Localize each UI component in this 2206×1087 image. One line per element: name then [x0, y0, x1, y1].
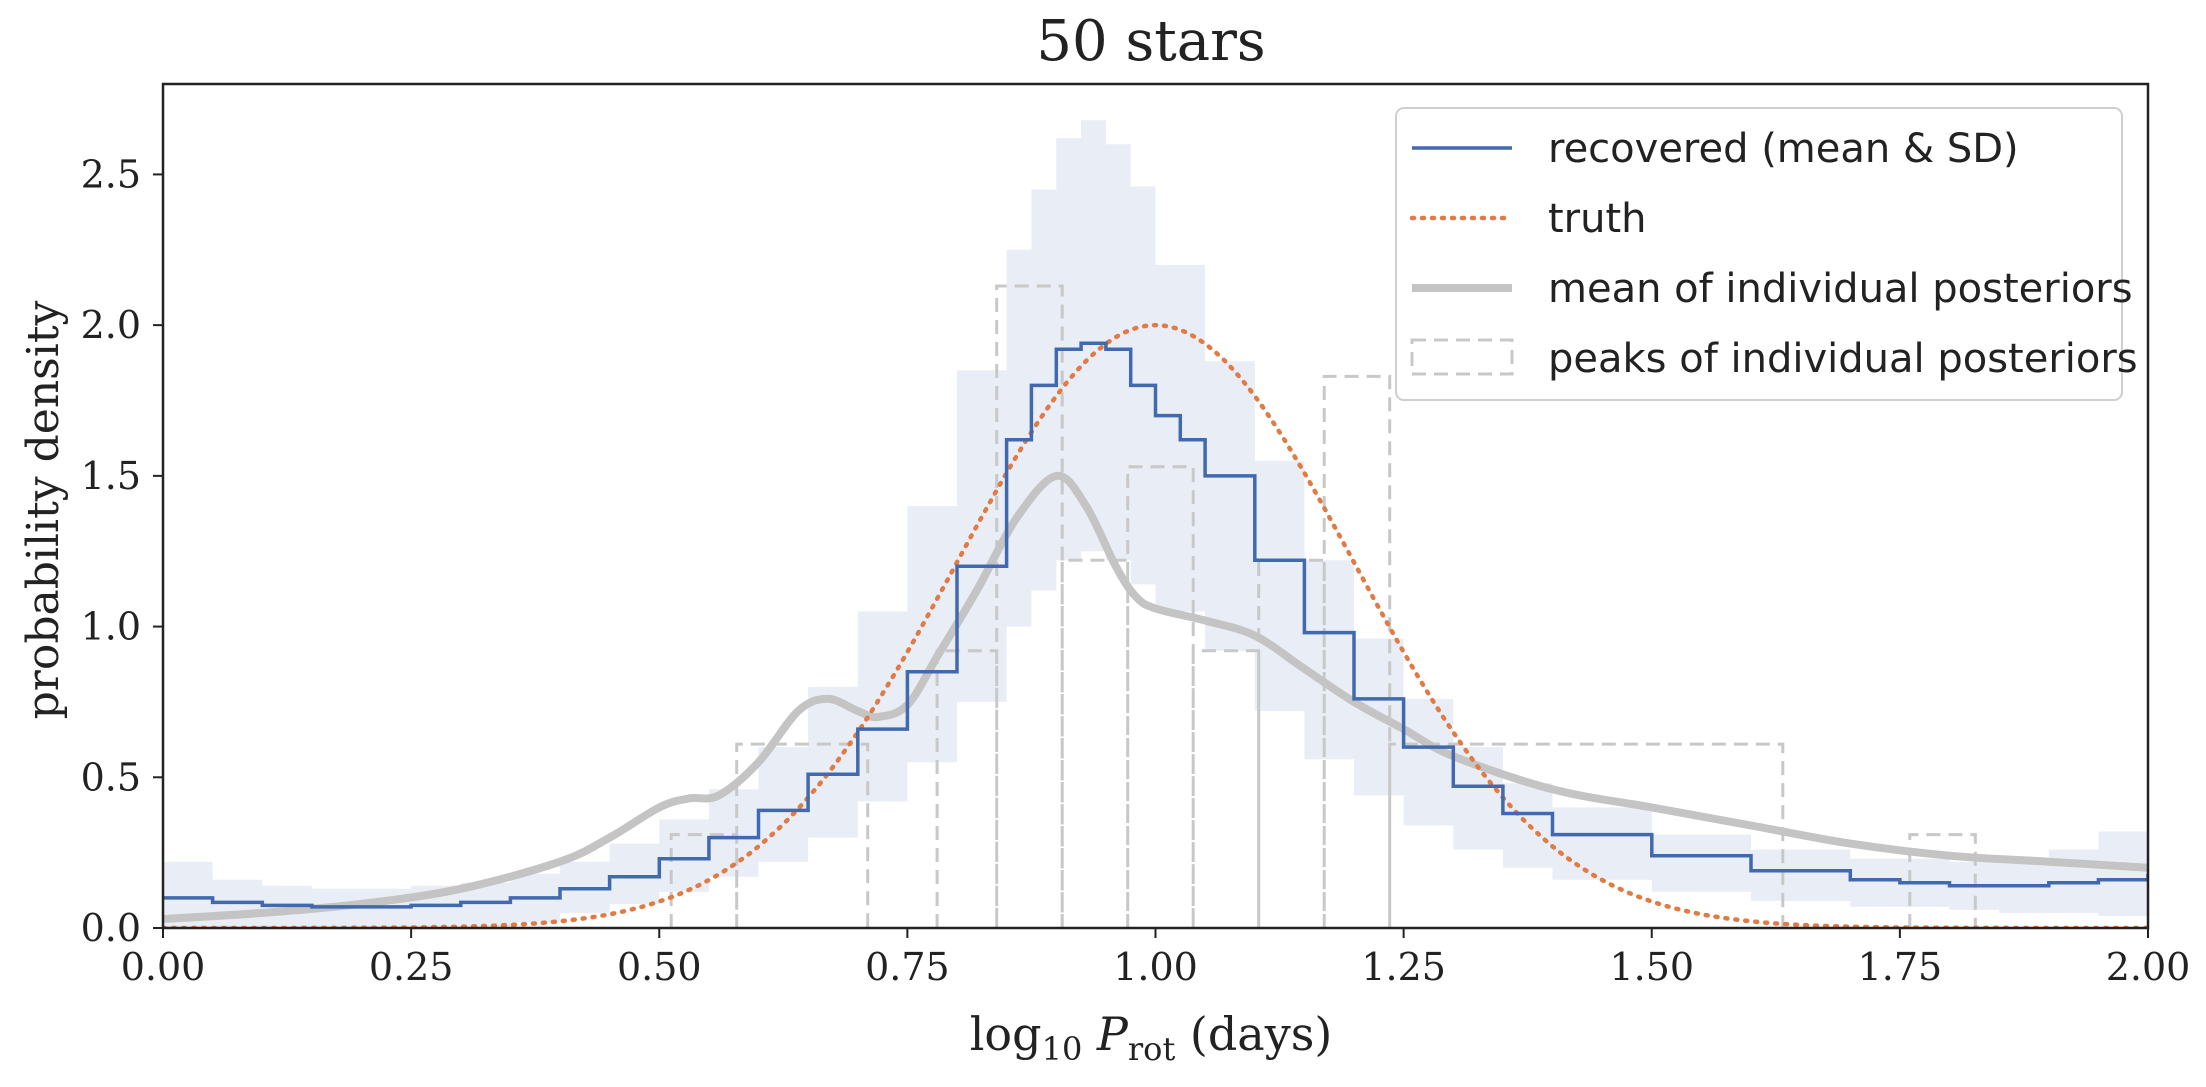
y-tick-label: 1.5	[81, 454, 141, 498]
legend-swatch-peaks	[1410, 338, 1514, 376]
x-tick-label: 0.25	[369, 945, 454, 989]
x-tick-label: 1.50	[1609, 945, 1694, 989]
y-tick-label: 2.0	[81, 303, 141, 347]
x-tick-label: 1.25	[1361, 945, 1446, 989]
legend-label-recovered: recovered (mean & SD)	[1548, 126, 2019, 172]
x-tick-label: 0.75	[865, 945, 950, 989]
plot-series-group	[163, 120, 2148, 928]
legend-label-truth: truth	[1548, 196, 1647, 242]
legend-label-mean-posteriors: mean of individual posteriors	[1548, 266, 2133, 312]
y-axis-label: probability density	[18, 300, 69, 719]
legend-label-peaks: peaks of individual posteriors	[1548, 336, 2138, 382]
axes: 0.00 0.25 0.50 0.75 1.00 1.25 1.50 1.75 2.00 0.0 0…	[81, 82, 2191, 989]
x-tick-label: 0.00	[121, 945, 206, 989]
sd-band	[163, 120, 2148, 928]
mean-posteriors-line	[163, 471, 2148, 923]
recovered-line	[163, 341, 2148, 909]
truth-line	[163, 322, 2148, 928]
x-tick-label: 0.50	[617, 945, 702, 989]
legend: recovered (mean & SD) truth mean of indi…	[1395, 107, 2138, 401]
y-tick-label: 2.5	[81, 152, 141, 196]
plot-area	[163, 120, 2148, 928]
x-axis-label: log10 Prot (days)	[970, 1007, 1333, 1068]
y-tick-label: 0.5	[81, 755, 141, 799]
x-tick-label: 1.75	[1858, 945, 1943, 989]
chart-title: 50 stars	[1036, 9, 1265, 74]
legend-frame	[1395, 107, 2123, 401]
x-tick-label: 1.00	[1113, 945, 1198, 989]
y-tick-label: 1.0	[81, 605, 141, 649]
y-tick-label: 0.0	[81, 906, 141, 950]
x-tick-label: 2.00	[2106, 945, 2191, 989]
